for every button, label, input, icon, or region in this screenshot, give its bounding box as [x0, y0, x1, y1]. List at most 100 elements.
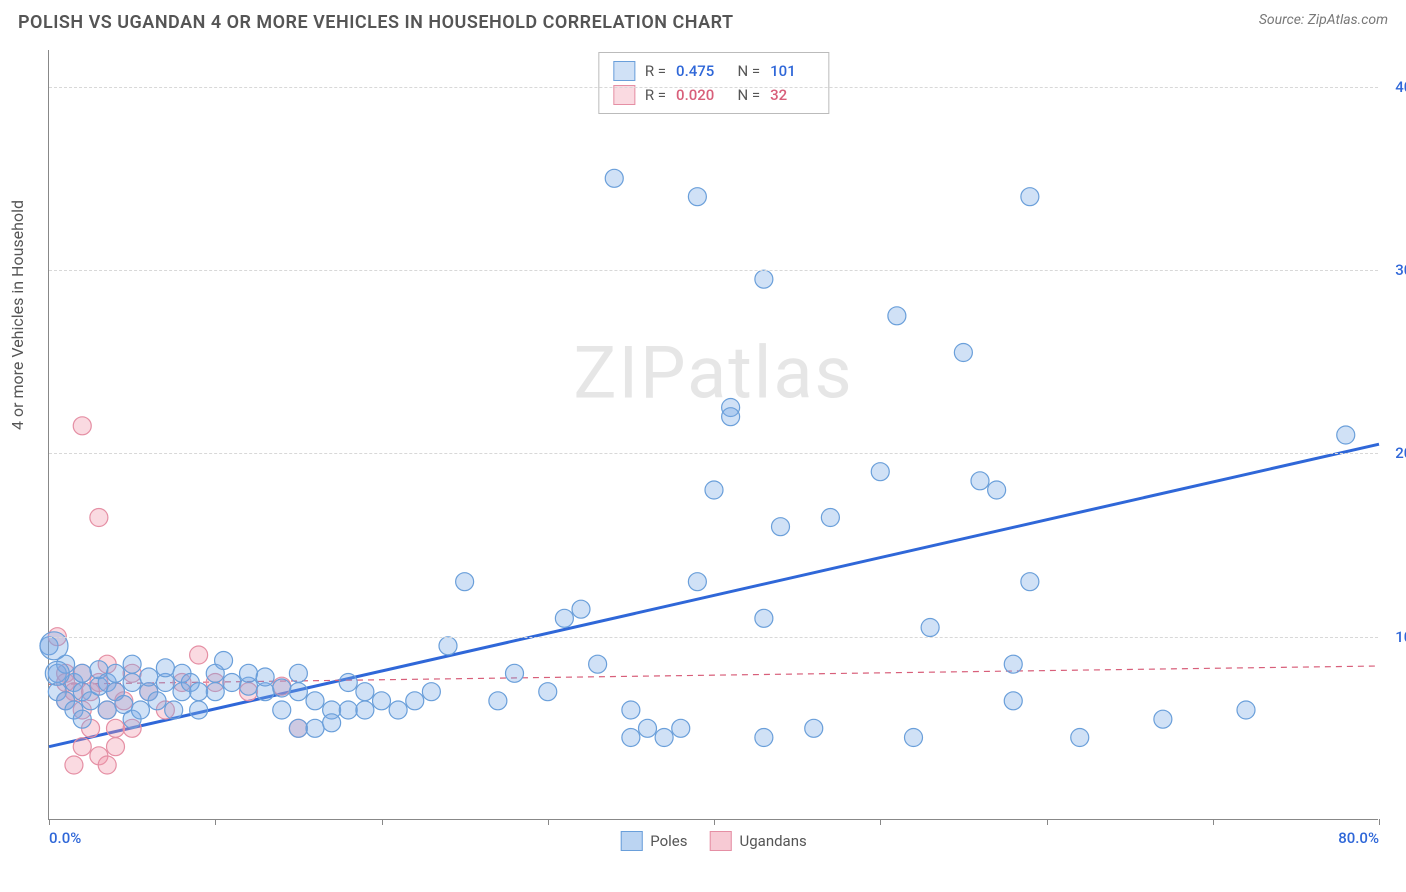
x-tick-mark [49, 819, 50, 825]
chart-title: POLISH VS UGANDAN 4 OR MORE VEHICLES IN … [18, 12, 734, 33]
data-point [1021, 573, 1039, 591]
data-point [45, 661, 69, 685]
data-point [240, 664, 258, 682]
data-point [422, 683, 440, 701]
stat-n-label: N = [730, 59, 760, 83]
data-point [323, 714, 341, 732]
data-point [98, 756, 116, 774]
x-tick-label: 0.0% [49, 829, 81, 847]
data-point [123, 674, 141, 692]
data-point [1004, 655, 1022, 673]
data-point [306, 692, 324, 710]
data-point [131, 701, 149, 719]
legend-swatch [620, 831, 642, 851]
data-point [223, 674, 241, 692]
data-point [339, 701, 357, 719]
source-attribution: Source: ZipAtlas.com [1259, 12, 1388, 28]
stats-legend-row: R =0.475 N =101 [613, 59, 814, 83]
data-point [373, 692, 391, 710]
data-point [755, 729, 773, 747]
data-point [1021, 188, 1039, 206]
data-point [971, 472, 989, 490]
data-point [722, 408, 740, 426]
stat-r-value: 0.475 [676, 59, 720, 83]
data-point [589, 655, 607, 673]
x-tick-mark [382, 819, 383, 825]
data-point [273, 701, 291, 719]
data-point [148, 692, 166, 710]
legend-swatch [613, 85, 635, 105]
data-point [954, 344, 972, 362]
gridline [49, 453, 1378, 454]
data-point [639, 719, 657, 737]
x-tick-label: 80.0% [1338, 829, 1379, 847]
data-point [215, 652, 233, 670]
data-point [190, 701, 208, 719]
data-point [622, 701, 640, 719]
legend-item: Ugandans [710, 831, 807, 851]
x-tick-mark [548, 819, 549, 825]
data-point [921, 619, 939, 637]
data-point [755, 270, 773, 288]
legend-label: Poles [650, 832, 687, 850]
data-point [190, 683, 208, 701]
data-point [65, 756, 83, 774]
gridline [49, 87, 1378, 88]
y-axis-label: 4 or more Vehicles in Household [8, 200, 27, 430]
data-point [107, 719, 125, 737]
data-point [888, 307, 906, 325]
data-point [289, 719, 307, 737]
y-tick-label: 30.0% [1386, 261, 1406, 279]
data-point [1004, 692, 1022, 710]
legend-label: Ugandans [740, 832, 807, 850]
data-point [1237, 701, 1255, 719]
data-point [672, 719, 690, 737]
data-point [755, 609, 773, 627]
data-point [622, 729, 640, 747]
data-point [805, 719, 823, 737]
data-point [905, 729, 923, 747]
data-point [506, 664, 524, 682]
data-point [772, 518, 790, 536]
data-point [73, 710, 91, 728]
data-point [988, 481, 1006, 499]
y-tick-label: 40.0% [1386, 78, 1406, 96]
data-point [190, 646, 208, 664]
data-point [90, 509, 108, 527]
legend-item: Poles [620, 831, 687, 851]
data-point [98, 701, 116, 719]
data-point [489, 692, 507, 710]
data-point [73, 738, 91, 756]
data-point [1071, 729, 1089, 747]
data-point [821, 509, 839, 527]
legend-swatch [710, 831, 732, 851]
data-point [123, 655, 141, 673]
data-point [356, 683, 374, 701]
legend-swatch [613, 61, 635, 81]
data-point [306, 719, 324, 737]
data-point [456, 573, 474, 591]
x-tick-mark [215, 819, 216, 825]
x-tick-mark [1213, 819, 1214, 825]
data-point [572, 600, 590, 618]
data-point [1337, 426, 1355, 444]
series-legend: Poles Ugandans [620, 831, 807, 851]
x-tick-mark [714, 819, 715, 825]
data-point [1154, 710, 1172, 728]
data-point [140, 668, 158, 686]
chart-svg [49, 50, 1378, 819]
data-point [107, 664, 125, 682]
stats-legend: R =0.475 N =101R =0.020 N =32 [598, 52, 829, 114]
data-point [605, 169, 623, 187]
y-tick-label: 10.0% [1386, 628, 1406, 646]
data-point [655, 729, 673, 747]
stat-r-label: R = [645, 59, 666, 83]
y-tick-label: 20.0% [1386, 444, 1406, 462]
data-point [73, 664, 91, 682]
data-point [206, 683, 224, 701]
data-point [555, 609, 573, 627]
data-point [289, 664, 307, 682]
data-point [256, 668, 274, 686]
data-point [356, 701, 374, 719]
data-point [871, 463, 889, 481]
